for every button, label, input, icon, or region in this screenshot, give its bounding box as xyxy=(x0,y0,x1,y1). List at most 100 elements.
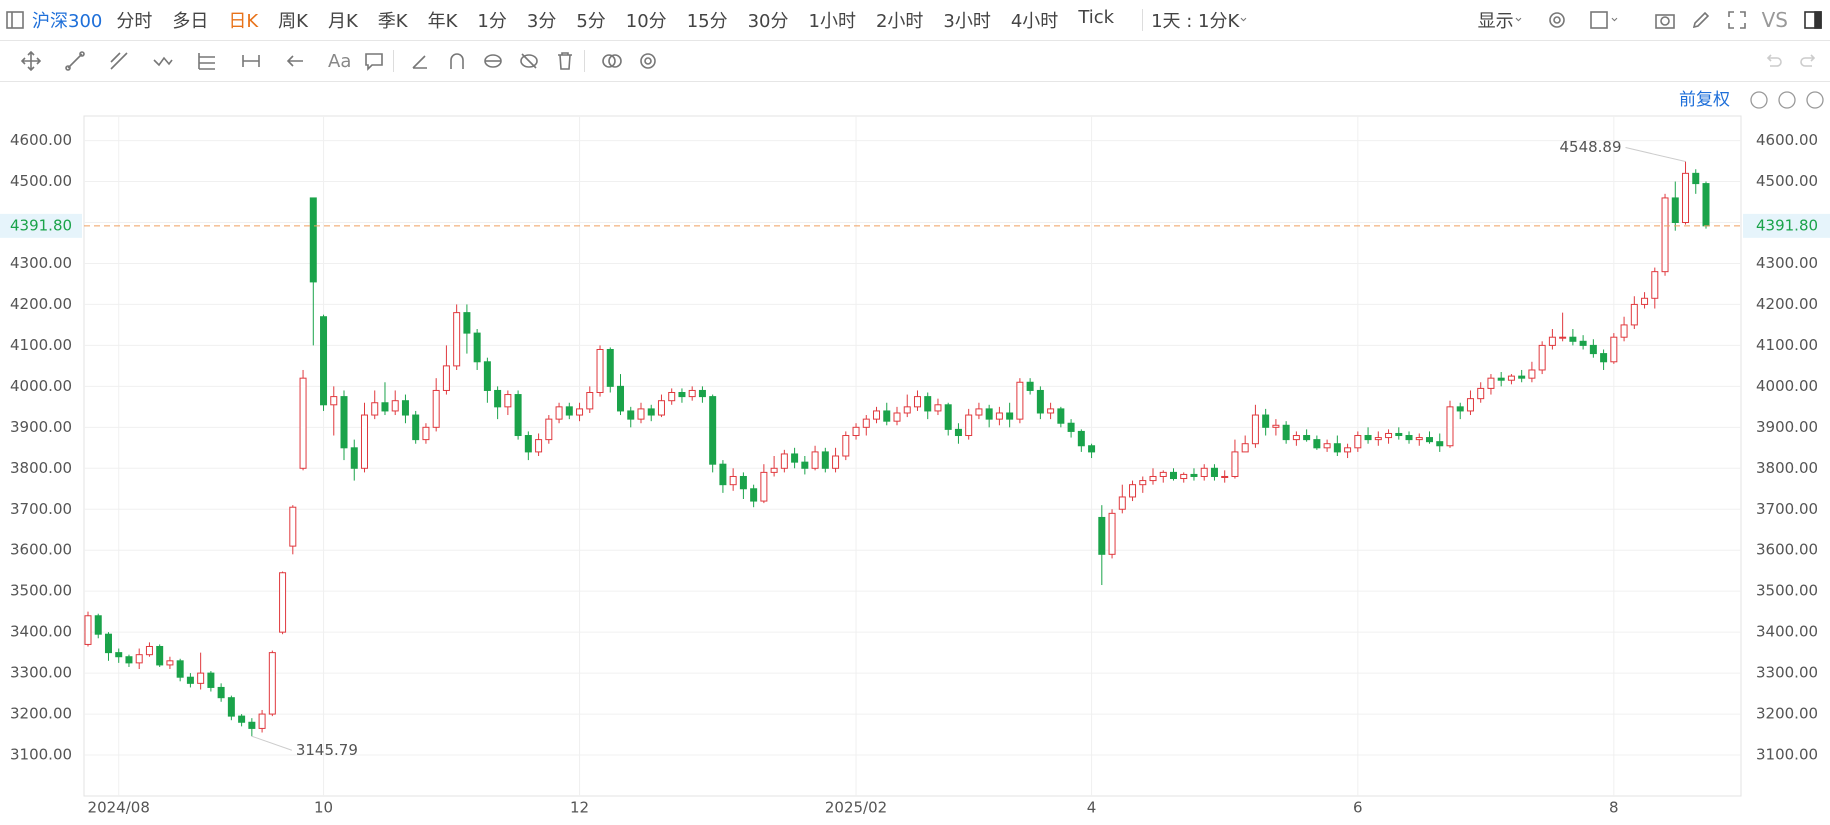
candle-body xyxy=(84,615,92,645)
period-button[interactable]: 5分 xyxy=(576,11,606,32)
candle-body xyxy=(617,385,625,412)
overlay-tool[interactable] xyxy=(601,50,623,72)
period-button[interactable]: 日K xyxy=(228,11,259,32)
low-label: 3145.79 xyxy=(296,741,358,759)
candle-body xyxy=(770,467,778,473)
delete-tool[interactable] xyxy=(554,50,576,72)
last-price-label: 4391.80 xyxy=(1756,216,1818,234)
candle-body xyxy=(1036,389,1044,414)
candle-body xyxy=(545,418,553,441)
y-tick-label: 4200.00 xyxy=(10,295,72,313)
redo[interactable] xyxy=(1798,50,1820,72)
undo[interactable] xyxy=(1762,50,1784,72)
candle-body xyxy=(412,414,420,441)
panel-icon[interactable] xyxy=(1802,9,1824,31)
period-button[interactable]: 季K xyxy=(377,11,408,32)
candle-body xyxy=(811,451,819,469)
candle-body xyxy=(1415,437,1423,441)
candle-body xyxy=(719,463,727,486)
candle-body xyxy=(299,377,307,469)
period-button[interactable]: 分时 xyxy=(116,11,153,32)
y2-tick-label: 3800.00 xyxy=(1756,459,1818,477)
candle-body xyxy=(422,426,430,441)
candle-body xyxy=(627,410,635,420)
candle-body xyxy=(1364,435,1372,441)
symbol[interactable]: 沪深300 xyxy=(32,11,103,32)
candle-body xyxy=(1692,172,1700,185)
tool-settings[interactable] xyxy=(637,50,659,72)
candle-body xyxy=(657,400,665,416)
candle-body xyxy=(934,404,942,412)
period-button[interactable]: 15分 xyxy=(686,11,728,32)
y2-tick-label: 3400.00 xyxy=(1756,623,1818,641)
candle-body xyxy=(248,721,256,729)
note-tool[interactable] xyxy=(363,50,385,72)
ruler-tool[interactable] xyxy=(410,50,432,72)
compare-button[interactable]: VS xyxy=(1761,8,1788,32)
period-list: 分时 多日 日K 周K 月K 季K 年K 1分 3分 5分 10分 15分 30分 1小时 2小时 3小时 4小… xyxy=(116,7,1134,33)
hide-tool[interactable] xyxy=(518,50,540,72)
y2-tick-label: 4200.00 xyxy=(1756,295,1818,313)
period-button[interactable]: 10分 xyxy=(625,11,667,32)
period-button[interactable]: 月K xyxy=(327,11,358,32)
candle-body xyxy=(504,394,512,408)
arrow-tool[interactable] xyxy=(284,50,306,72)
period-button[interactable]: 2小时 xyxy=(875,11,924,32)
candle-body xyxy=(1282,424,1290,441)
candle-body xyxy=(1221,475,1229,478)
candle-body xyxy=(596,348,604,394)
wave-tool[interactable] xyxy=(152,50,174,72)
period-button[interactable]: 30分 xyxy=(747,11,789,32)
candle-body xyxy=(340,396,348,449)
text-tool[interactable]: Aa xyxy=(328,50,352,72)
period-button[interactable]: 年K xyxy=(427,11,458,32)
settings-icon[interactable] xyxy=(1546,9,1568,31)
range-select[interactable]: 1天 : 1分K xyxy=(1151,11,1240,32)
measure-tool[interactable] xyxy=(240,50,262,72)
candle-body xyxy=(1497,377,1505,381)
display-menu[interactable]: 显示 xyxy=(1477,11,1514,32)
period-button[interactable]: 1小时 xyxy=(808,11,856,32)
period-button[interactable]: 3分 xyxy=(526,11,557,32)
candle-body xyxy=(555,406,563,420)
fib-tool[interactable] xyxy=(196,50,218,72)
period-button[interactable]: 1分 xyxy=(477,11,507,32)
y-tick-label: 4000.00 xyxy=(10,377,72,395)
candle-body xyxy=(975,408,983,416)
y-tick-label: 4600.00 xyxy=(10,131,72,149)
period-button[interactable]: 4小时 xyxy=(1010,11,1059,32)
lock-tool[interactable] xyxy=(482,50,504,72)
candle-body xyxy=(965,414,973,437)
high-leader xyxy=(1625,147,1686,163)
candle-body xyxy=(535,439,543,453)
dropdown-arrow xyxy=(1611,17,1617,22)
candle-body xyxy=(320,316,328,406)
period-button[interactable]: Tick xyxy=(1078,7,1115,28)
period-button[interactable]: 周K xyxy=(278,11,308,32)
channel-tool[interactable] xyxy=(108,50,130,72)
candle-body xyxy=(954,428,962,437)
move-tool[interactable] xyxy=(20,50,42,72)
layout-icon[interactable] xyxy=(1588,9,1610,31)
candle-body xyxy=(668,392,676,402)
magnet-tool[interactable] xyxy=(446,50,468,72)
candle-body xyxy=(453,312,461,367)
pen-icon[interactable] xyxy=(1690,9,1712,31)
line-tool[interactable] xyxy=(64,50,86,72)
sidebar-icon[interactable] xyxy=(4,9,26,31)
candle-body xyxy=(1313,439,1321,449)
x-tick-label: 12 xyxy=(570,799,589,817)
candle-body xyxy=(268,652,276,715)
candle-body xyxy=(186,676,194,684)
period-button[interactable]: 多日 xyxy=(172,11,209,32)
candle-body xyxy=(1016,381,1024,420)
last-price-box xyxy=(1743,213,1830,238)
period-button[interactable]: 3小时 xyxy=(943,11,991,32)
candle-body xyxy=(1426,437,1434,443)
candle-body xyxy=(1210,467,1218,477)
fullscreen-icon[interactable] xyxy=(1726,9,1748,31)
candle-body xyxy=(924,396,932,412)
period-toolbar: 沪深300 分时 多日 日K 周K 月K 季K 年K 1分 3分 5分 10分 15分 30分 1小时 2小… xyxy=(0,0,1830,41)
camera-icon[interactable] xyxy=(1654,9,1676,31)
candle-body xyxy=(145,645,153,656)
